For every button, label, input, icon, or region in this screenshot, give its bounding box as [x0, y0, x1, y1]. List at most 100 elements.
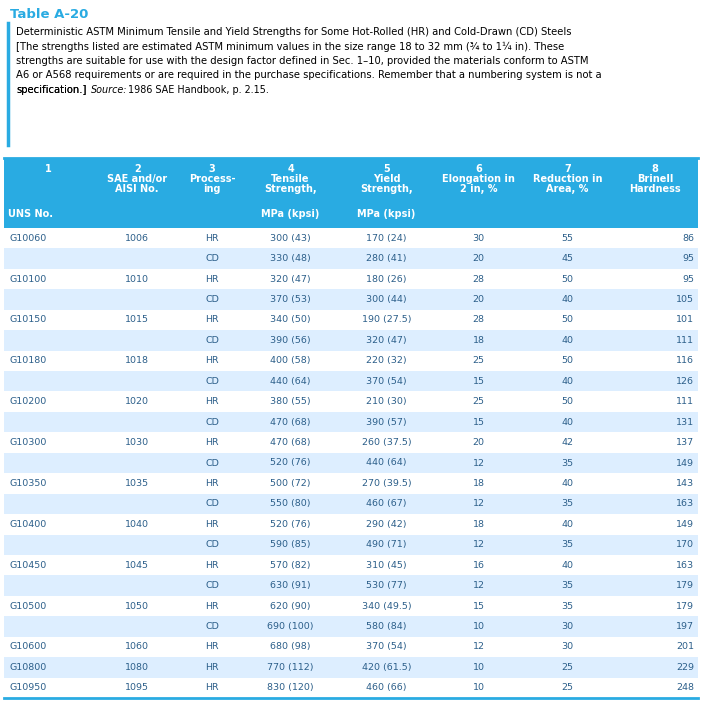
Text: 370 (53): 370 (53) [270, 295, 311, 304]
Text: 420 (61.5): 420 (61.5) [362, 663, 411, 672]
Text: 50: 50 [562, 397, 574, 406]
Text: 460 (67): 460 (67) [366, 499, 406, 508]
Text: 149: 149 [676, 458, 694, 468]
Text: AISI No.: AISI No. [116, 184, 159, 194]
Text: 1035: 1035 [125, 479, 150, 488]
Text: 111: 111 [676, 336, 694, 345]
Text: 30: 30 [472, 234, 485, 243]
Text: 131: 131 [676, 418, 694, 427]
Text: 137: 137 [676, 438, 694, 447]
Text: 1010: 1010 [125, 274, 150, 284]
Text: 580 (84): 580 (84) [366, 622, 406, 631]
Text: 45: 45 [562, 254, 574, 263]
Text: 35: 35 [562, 458, 574, 468]
Text: 190 (27.5): 190 (27.5) [362, 315, 411, 324]
Text: Area, %: Area, % [546, 184, 589, 194]
Text: 163: 163 [676, 499, 694, 508]
Bar [4, 249, 698, 269]
Text: 163: 163 [676, 561, 694, 570]
Text: 320 (47): 320 (47) [366, 336, 406, 345]
Text: 620 (90): 620 (90) [270, 602, 311, 611]
Text: 35: 35 [562, 541, 574, 549]
Text: 40: 40 [562, 336, 574, 345]
Text: HR: HR [206, 561, 219, 570]
Text: G10500: G10500 [9, 602, 46, 611]
Text: 16: 16 [472, 561, 484, 570]
Text: 40: 40 [562, 377, 574, 386]
Text: 1050: 1050 [125, 602, 150, 611]
Text: 5: 5 [383, 164, 390, 174]
Text: SAE and/or: SAE and/or [107, 174, 167, 184]
Text: Yield: Yield [373, 174, 400, 184]
Text: specification.]: specification.] [16, 85, 86, 95]
Text: 35: 35 [562, 602, 574, 611]
Text: 20: 20 [472, 254, 484, 263]
Text: 680 (98): 680 (98) [270, 642, 311, 651]
Text: 30: 30 [562, 642, 574, 651]
Text: HR: HR [206, 397, 219, 406]
Text: G10350: G10350 [9, 479, 46, 488]
Text: 4: 4 [287, 164, 294, 174]
Text: HR: HR [206, 519, 219, 529]
Text: 270 (39.5): 270 (39.5) [362, 479, 411, 488]
Text: 180 (26): 180 (26) [366, 274, 406, 284]
Text: 520 (76): 520 (76) [270, 458, 311, 468]
Text: 1: 1 [45, 164, 52, 174]
Text: 40: 40 [562, 479, 574, 488]
Text: 2 in, %: 2 in, % [460, 184, 498, 194]
Text: 40: 40 [562, 519, 574, 529]
Text: 340 (49.5): 340 (49.5) [362, 602, 411, 611]
Text: 390 (57): 390 (57) [366, 418, 406, 427]
Text: Source:: Source: [91, 85, 128, 95]
Text: HR: HR [206, 642, 219, 651]
Text: 126: 126 [676, 377, 694, 386]
Text: 28: 28 [472, 274, 484, 284]
Text: 520 (76): 520 (76) [270, 519, 311, 529]
Text: Reduction in: Reduction in [533, 174, 602, 184]
Text: 18: 18 [472, 479, 484, 488]
Text: 1018: 1018 [125, 357, 150, 365]
Text: MPa (kpsi): MPa (kpsi) [357, 209, 416, 219]
Text: 1020: 1020 [125, 397, 150, 406]
Text: 8: 8 [651, 164, 658, 174]
Text: 290 (42): 290 (42) [366, 519, 406, 529]
Text: 400 (58): 400 (58) [270, 357, 311, 365]
Text: G10180: G10180 [9, 357, 46, 365]
Text: Strength,: Strength, [265, 184, 317, 194]
Text: G10800: G10800 [9, 663, 46, 672]
Text: 20: 20 [472, 438, 484, 447]
Text: 1040: 1040 [125, 519, 150, 529]
Text: G10400: G10400 [9, 519, 46, 529]
Text: 50: 50 [562, 274, 574, 284]
Text: 12: 12 [472, 499, 484, 508]
Text: G10950: G10950 [9, 683, 46, 692]
Text: 210 (30): 210 (30) [366, 397, 406, 406]
Text: HR: HR [206, 274, 219, 284]
Text: 40: 40 [562, 295, 574, 304]
Text: 15: 15 [472, 418, 484, 427]
Text: Elongation in: Elongation in [442, 174, 515, 184]
Text: 550 (80): 550 (80) [270, 499, 311, 508]
Text: 10: 10 [472, 683, 484, 692]
Text: 201: 201 [676, 642, 694, 651]
Text: 1095: 1095 [125, 683, 150, 692]
Text: 690 (100): 690 (100) [267, 622, 314, 631]
Bar [4, 289, 698, 310]
Text: CD: CD [205, 458, 219, 468]
Text: G10100: G10100 [9, 274, 46, 284]
Text: 770 (112): 770 (112) [267, 663, 314, 672]
Text: Table A-20: Table A-20 [10, 8, 88, 21]
Text: 25: 25 [562, 663, 574, 672]
Text: 280 (41): 280 (41) [366, 254, 406, 263]
Text: HR: HR [206, 683, 219, 692]
Text: MPa (kpsi): MPa (kpsi) [261, 209, 320, 219]
Text: UNS No.: UNS No. [8, 209, 53, 219]
Text: 830 (120): 830 (120) [267, 683, 314, 692]
Bar [4, 494, 698, 514]
Text: 3: 3 [208, 164, 216, 174]
Text: G10600: G10600 [9, 642, 46, 651]
Text: 500 (72): 500 (72) [270, 479, 311, 488]
Text: 570 (82): 570 (82) [270, 561, 311, 570]
Text: HR: HR [206, 479, 219, 488]
Text: 320 (47): 320 (47) [270, 274, 311, 284]
